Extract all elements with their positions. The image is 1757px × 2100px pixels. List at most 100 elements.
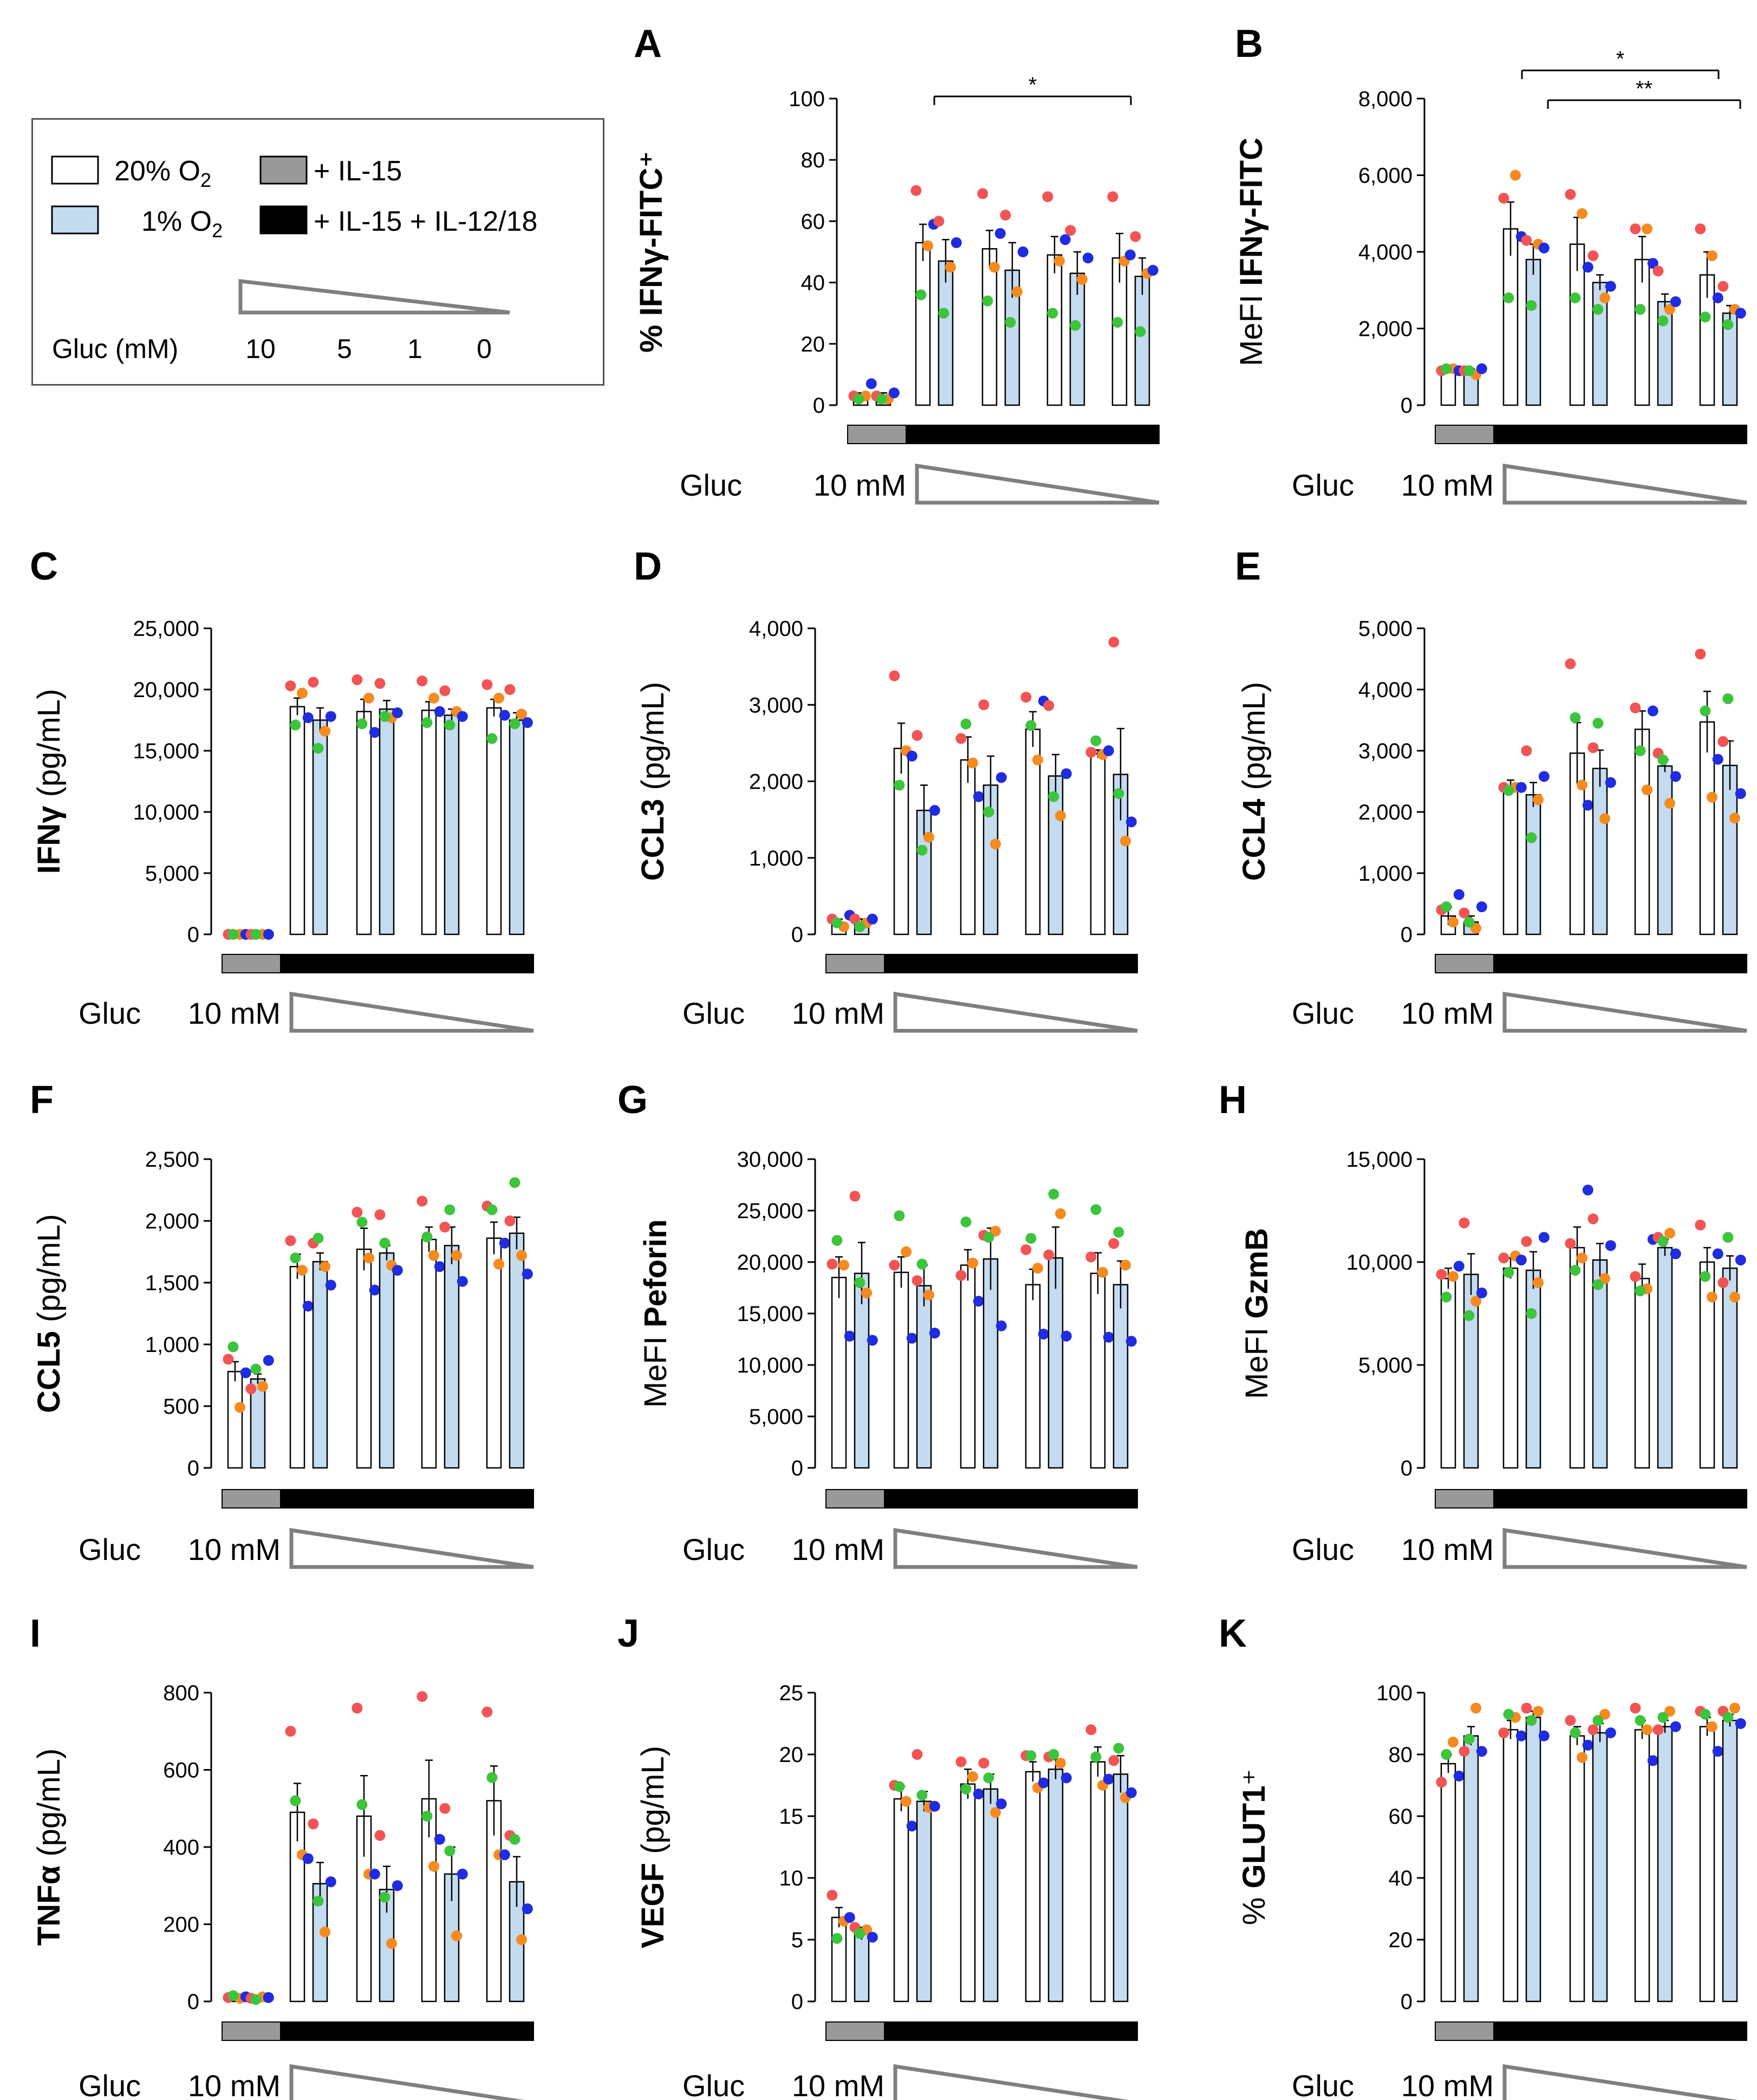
data-point bbox=[1090, 1204, 1102, 1215]
bar bbox=[1722, 764, 1738, 935]
y-label-part: (pg/mL) bbox=[1237, 682, 1272, 799]
panel-d: D 0 1,000 2,000 3,000 4,000 CCL3 (pg/mL) Gluc 10… bbox=[634, 545, 1138, 1033]
y-tick-label: 60 bbox=[1389, 1805, 1413, 1829]
data-point bbox=[889, 1259, 900, 1271]
panel-f: F 0 500 1,000 1,500 2,000 2,500 CCL5 (pg/mL) Glu… bbox=[30, 1078, 534, 1569]
data-point bbox=[386, 1938, 397, 1949]
y-tick-label: 30,000 bbox=[737, 1148, 803, 1172]
y-tick-label: 20,000 bbox=[133, 678, 199, 702]
panel-letter: F bbox=[30, 1078, 54, 1122]
data-point bbox=[1526, 1715, 1537, 1726]
bar bbox=[421, 710, 437, 935]
y-tick-label: 0 bbox=[187, 923, 199, 947]
data-point bbox=[257, 1381, 268, 1392]
data-point bbox=[1436, 1777, 1447, 1788]
data-point bbox=[227, 1990, 239, 2001]
bar bbox=[960, 759, 976, 935]
data-point bbox=[867, 913, 878, 925]
strip-il15-il1218 bbox=[1493, 2021, 1747, 2041]
y-label-part: MeFI bbox=[638, 1328, 673, 1408]
data-point bbox=[1635, 1715, 1646, 1726]
bar bbox=[1569, 1247, 1585, 1469]
data-point bbox=[1565, 1715, 1576, 1726]
data-point bbox=[308, 1818, 319, 1830]
data-point bbox=[912, 730, 923, 741]
bar bbox=[356, 1249, 372, 1469]
bar bbox=[1634, 729, 1650, 935]
data-point bbox=[1707, 1291, 1717, 1303]
data-point bbox=[1032, 1263, 1043, 1274]
y-tick-label: 3,000 bbox=[1358, 739, 1413, 763]
data-point bbox=[1090, 1751, 1102, 1763]
strip-il15 bbox=[825, 2021, 885, 2041]
y-axis-label: MeFI IFNγ-FITC bbox=[1234, 138, 1269, 366]
y-tick-label: 5,000 bbox=[1358, 617, 1413, 641]
data-point bbox=[451, 1930, 462, 1941]
data-point bbox=[1538, 771, 1550, 782]
data-point bbox=[960, 1783, 972, 1795]
data-point bbox=[1498, 1252, 1509, 1264]
y-tick-label: 2,000 bbox=[1358, 317, 1413, 341]
data-point bbox=[1476, 901, 1487, 913]
data-point bbox=[1510, 170, 1521, 181]
data-point bbox=[906, 1821, 917, 1832]
data-point bbox=[1441, 1749, 1452, 1760]
data-point bbox=[313, 1232, 324, 1244]
data-point bbox=[1042, 191, 1053, 203]
data-point bbox=[1463, 1310, 1475, 1321]
y-axis-label: TNFα (pg/mL) bbox=[31, 1748, 67, 1946]
data-point bbox=[1060, 768, 1072, 779]
data-point bbox=[522, 1903, 533, 1914]
data-point bbox=[245, 1383, 257, 1395]
data-point bbox=[906, 1332, 917, 1344]
gluc-value: 10 mM bbox=[814, 468, 906, 502]
data-point bbox=[290, 719, 301, 731]
data-point bbox=[1599, 292, 1610, 303]
data-point bbox=[504, 1215, 516, 1226]
panel-letter: E bbox=[1235, 545, 1261, 588]
gluc-triangle bbox=[289, 1527, 534, 1569]
data-point bbox=[1565, 658, 1576, 669]
data-point bbox=[1043, 1249, 1055, 1260]
y-tick-label: 400 bbox=[163, 1836, 199, 1860]
bar bbox=[893, 1271, 909, 1469]
y-tick-label: 2,000 bbox=[1358, 801, 1413, 824]
y-tick-label: 100 bbox=[789, 87, 825, 111]
data-point bbox=[1000, 210, 1011, 221]
y-axis-label: MeFI GzmB bbox=[1239, 1228, 1274, 1399]
data-point bbox=[1498, 192, 1509, 204]
y-tick-label: 2,000 bbox=[749, 770, 803, 794]
strip-il15 bbox=[222, 2021, 281, 2041]
y-label-bold: Peforin bbox=[638, 1219, 673, 1328]
data-point bbox=[1476, 363, 1487, 374]
data-point bbox=[867, 1335, 878, 1346]
y-tick-label: 10 bbox=[779, 1867, 804, 1890]
y-tick-label: 200 bbox=[163, 1913, 199, 1937]
data-point bbox=[849, 1191, 861, 1202]
data-point bbox=[867, 1932, 878, 1943]
data-point bbox=[1570, 712, 1581, 723]
bar bbox=[982, 1258, 999, 1469]
data-point bbox=[1048, 1188, 1059, 1200]
data-point bbox=[1526, 832, 1537, 843]
data-point bbox=[499, 1238, 510, 1249]
data-point bbox=[951, 237, 962, 249]
sig-star: * bbox=[1616, 47, 1625, 71]
data-point bbox=[1707, 791, 1717, 803]
data-point bbox=[451, 1250, 462, 1261]
data-point bbox=[853, 393, 864, 405]
y-label-part: (pg/mL) bbox=[31, 1214, 67, 1331]
strip-il15-il1218 bbox=[884, 1489, 1138, 1509]
data-point bbox=[369, 1284, 380, 1296]
data-point bbox=[1582, 1185, 1593, 1195]
bar bbox=[1463, 1735, 1479, 2003]
data-point bbox=[1077, 274, 1088, 285]
data-point bbox=[1463, 365, 1475, 376]
bar bbox=[421, 1238, 437, 1469]
data-point bbox=[417, 1691, 428, 1702]
data-point bbox=[1670, 771, 1681, 782]
bar bbox=[1025, 1771, 1041, 2003]
data-point bbox=[827, 1889, 838, 1901]
data-point bbox=[1570, 1265, 1581, 1276]
bar bbox=[1090, 1272, 1106, 1469]
